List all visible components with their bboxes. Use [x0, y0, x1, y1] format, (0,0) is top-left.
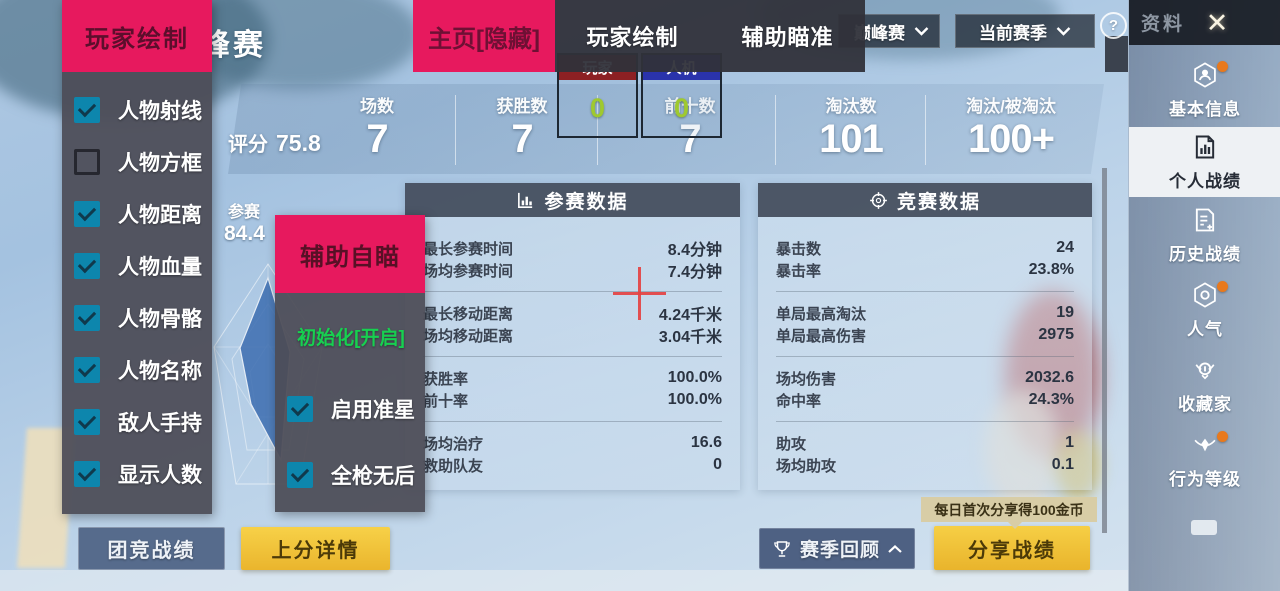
collector-medal-icon: [1190, 355, 1220, 385]
rating-label: 评分: [228, 134, 268, 156]
cheat-option-row[interactable]: 人物骨骼: [74, 292, 202, 344]
counter-value-player: 0: [589, 92, 606, 123]
ground-decor: [0, 570, 1128, 591]
record-doc-icon: [1190, 132, 1220, 162]
cheat-menu-bar: 玩家绘制 辅助瞄准: [555, 0, 865, 72]
cheat-option-row[interactable]: 人物名称: [74, 344, 202, 396]
cheat-draw-panel-title[interactable]: 玩家绘制: [62, 0, 212, 72]
sidebar-scroll-handle[interactable]: [1191, 520, 1217, 535]
checkbox-icon[interactable]: [74, 357, 100, 383]
target-icon: [870, 191, 887, 209]
checkbox-icon[interactable]: [74, 253, 100, 279]
bar-chart-icon: [518, 192, 533, 208]
notification-badge: [1217, 431, 1228, 442]
scenery-decor: [1105, 36, 1128, 72]
checkbox-icon[interactable]: [74, 149, 100, 175]
cheat-option-row[interactable]: 启用准星: [287, 394, 415, 424]
panel-combat: 竞赛数据 暴击数 24 暴击率 23.8% 单局最高淘汰 19 单局最高伤害 2975 …: [758, 183, 1092, 490]
checkbox-icon[interactable]: [74, 305, 100, 331]
cheat-option-row[interactable]: 人物距离: [74, 188, 202, 240]
cheat-option-row[interactable]: 人物血量: [74, 240, 202, 292]
history-doc-icon: [1190, 205, 1220, 235]
trophy-icon: [774, 540, 790, 557]
cheat-home-hide-button[interactable]: 主页[隐藏]: [413, 0, 555, 72]
notification-badge: [1217, 281, 1228, 292]
season-dropdown[interactable]: 当前赛季: [955, 14, 1095, 48]
divider: [925, 95, 926, 165]
cheat-aim-panel-title[interactable]: 辅助自瞄: [275, 215, 425, 293]
stat-kd: 淘汰/被淘汰 100+: [966, 97, 1056, 161]
conduct-badge-icon: [1190, 430, 1220, 460]
chevron-down-icon: [1056, 26, 1071, 36]
rating: 评分 75.8: [228, 128, 321, 157]
stat-wins: 获胜数 7: [496, 97, 548, 161]
panel-header: 参赛数据: [405, 183, 740, 217]
panel-participation: 参赛数据 最长参赛时间 8.4分钟 场均参赛时间 7.4分钟 最长移动距离 4.24千…: [405, 183, 740, 490]
divider: [455, 95, 456, 165]
sidebar-item-conduct-level[interactable]: 行为等级: [1129, 422, 1280, 497]
sidebar-item-popularity[interactable]: 人气: [1129, 272, 1280, 347]
sidebar-item-collector[interactable]: 收藏家: [1129, 347, 1280, 422]
aim-init-toggle[interactable]: 初始化[开启]: [297, 328, 405, 349]
chevron-up-icon: [888, 544, 902, 553]
panel-body: 暴击数 24 暴击率 23.8% 单局最高淘汰 19 单局最高伤害 2975 场均伤害 2…: [758, 217, 1092, 490]
tooltip-arrow: [1008, 522, 1022, 529]
sidebar-item-personal-record[interactable]: 个人战绩: [1129, 127, 1280, 197]
divider: [597, 95, 598, 165]
season-review-button[interactable]: 赛季回顾: [759, 528, 915, 569]
sidebar-header: 资料 ✕: [1129, 0, 1280, 45]
cheat-option-row[interactable]: 人物射线: [74, 84, 202, 136]
help-icon[interactable]: ?: [1100, 12, 1127, 39]
panel-header: 竞赛数据: [758, 183, 1092, 217]
cheat-tab-aim-assist[interactable]: 辅助瞄准: [741, 25, 834, 50]
stat-top10: 前十数 7: [664, 97, 716, 161]
cheat-draw-panel: 玩家绘制 人物射线 人物方框 人物距离 人物血量 人物骨骼: [62, 0, 212, 514]
chevron-down-icon: [914, 26, 929, 36]
sidebar: 资料 ✕ 基本信息 个人战绩 历史战绩: [1128, 0, 1280, 591]
stat-kills: 淘汰数 101: [819, 97, 884, 161]
checkbox-icon[interactable]: [74, 409, 100, 435]
cheat-tab-player-draw[interactable]: 玩家绘制: [586, 25, 679, 50]
panel-body: 最长参赛时间 8.4分钟 场均参赛时间 7.4分钟 最长移动距离 4.24千米 场均移…: [405, 217, 740, 490]
cheat-aim-panel: 辅助自瞄 初始化[开启] 启用准星 全枪无后: [275, 215, 425, 512]
cheat-option-row[interactable]: 敌人手持: [74, 396, 202, 448]
sidebar-item-history-record[interactable]: 历史战绩: [1129, 197, 1280, 272]
checkbox-icon[interactable]: [287, 462, 313, 488]
rankup-detail-button[interactable]: 上分详情: [241, 527, 390, 570]
counter-value-bot: 0: [673, 92, 690, 123]
stats-band: [228, 84, 1104, 174]
rating-value: 75.8: [276, 130, 321, 156]
radar-value: 84.4: [224, 222, 265, 245]
checkbox-icon[interactable]: [287, 396, 313, 422]
pole-decor: [1102, 168, 1107, 533]
checkbox-icon[interactable]: [74, 201, 100, 227]
sidebar-title: 资料: [1141, 14, 1186, 35]
profile-hex-icon: [1190, 60, 1220, 90]
radar-label: 参赛: [228, 204, 261, 221]
sidebar-item-basic-info[interactable]: 基本信息: [1129, 52, 1280, 127]
close-icon[interactable]: ✕: [1205, 7, 1229, 38]
cheat-option-row[interactable]: 显示人数: [74, 448, 202, 500]
checkbox-icon[interactable]: [74, 97, 100, 123]
divider: [775, 95, 776, 165]
cheat-option-row[interactable]: 人物方框: [74, 136, 202, 188]
share-reward-tooltip: 每日首次分享得100金币: [921, 497, 1097, 522]
team-record-button[interactable]: 团竞战绩: [78, 527, 225, 570]
cheat-option-row[interactable]: 全枪无后: [287, 460, 415, 490]
popularity-hex-icon: [1190, 280, 1220, 310]
notification-badge: [1217, 61, 1228, 72]
foliage-decor: [180, 0, 420, 90]
share-record-button[interactable]: 分享战绩: [934, 526, 1090, 570]
checkbox-icon[interactable]: [74, 461, 100, 487]
stat-matches: 场数 7: [360, 97, 394, 161]
